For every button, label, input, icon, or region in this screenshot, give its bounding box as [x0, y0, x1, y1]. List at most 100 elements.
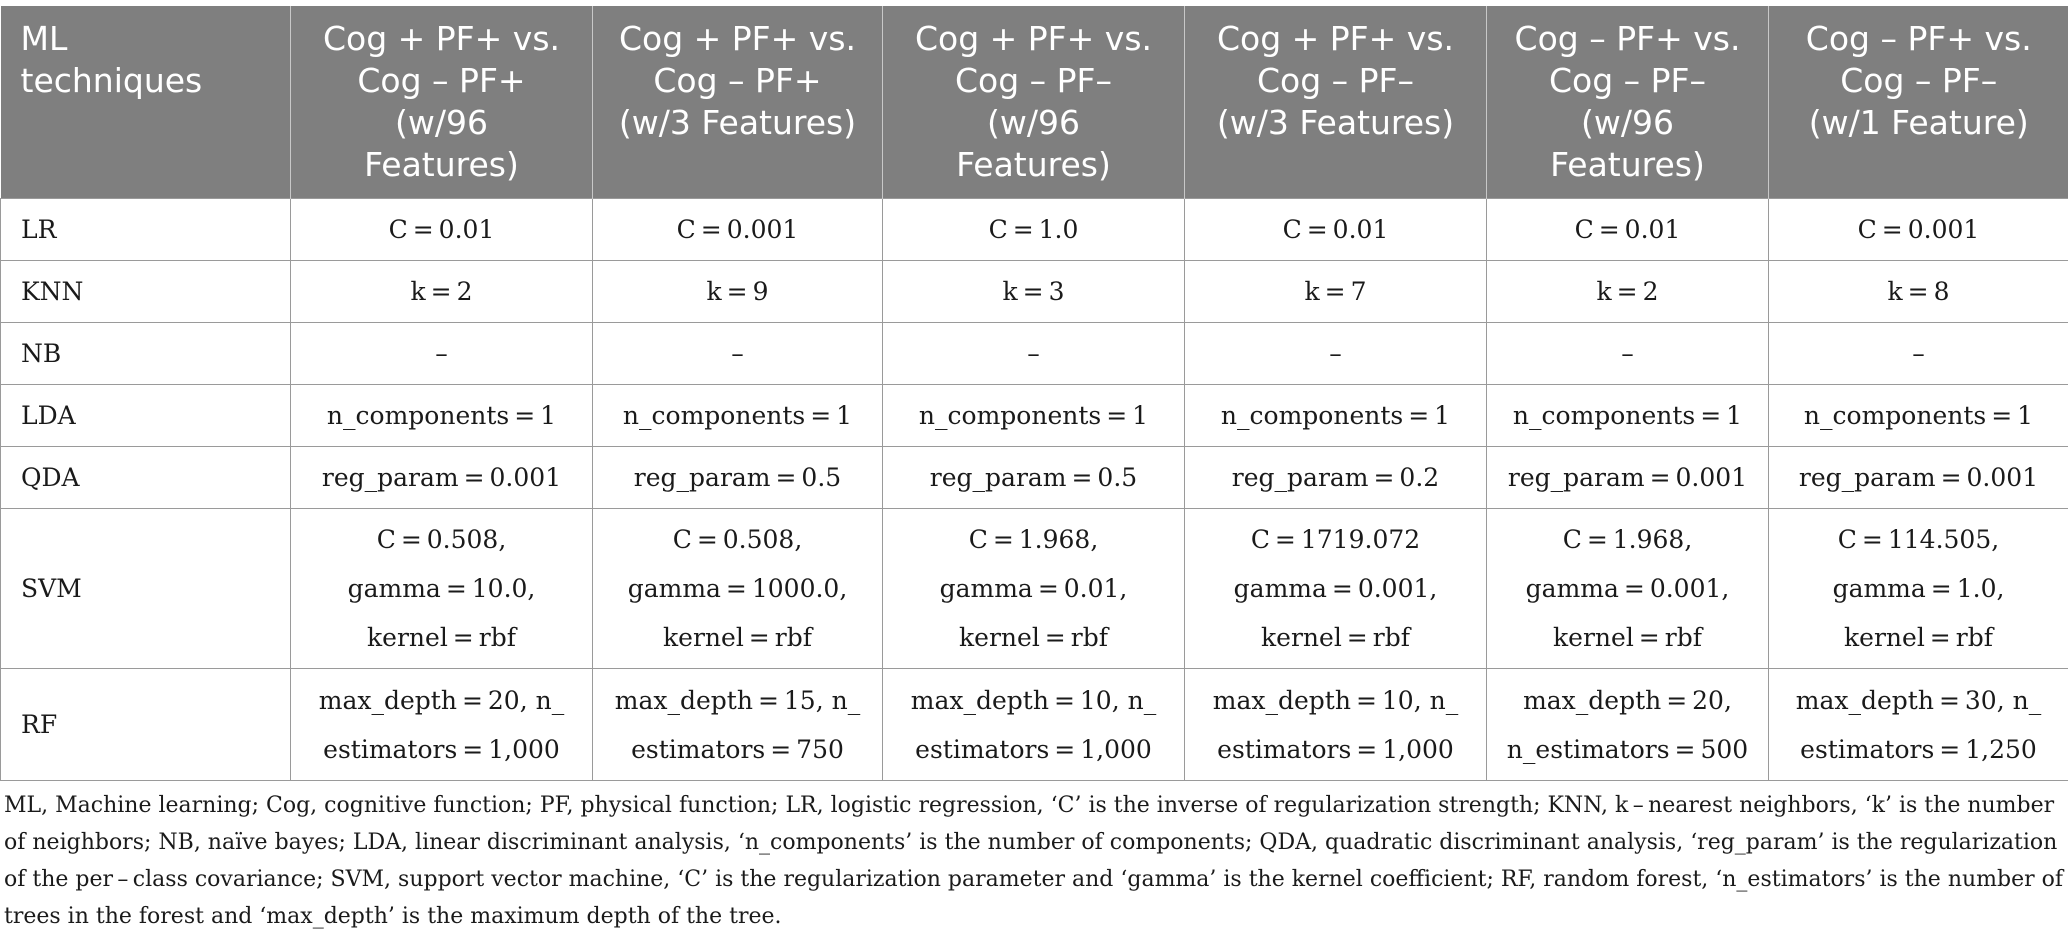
header-line: ML [20, 19, 68, 58]
cell-line: kernel = rbf [1261, 623, 1410, 652]
header-line: Cog – PF+ vs. [1805, 19, 2032, 58]
cell-line: C = 1.0 [988, 215, 1079, 244]
table-row-lr: LR C = 0.01 C = 0.001 C = 1.0 C = 0.01 C = 0.… [0, 198, 2068, 261]
cell-line: reg_param = 0.5 [929, 463, 1138, 492]
hyperparameter-cell: C = 1.0 [882, 198, 1185, 261]
hyperparameter-cell: n_components = 1 [1184, 384, 1487, 447]
header-comparison-5: Cog – PF+ vs. Cog – PF– (w/96 Features) [1486, 6, 1769, 199]
table-body: LR C = 0.01 C = 0.001 C = 1.0 C = 0.01 C = 0.… [0, 198, 2068, 781]
header-line: Cog + PF+ vs. [322, 19, 561, 58]
cell-line: C = 1719.072 [1250, 525, 1421, 554]
cell-line: C = 0.01 [1282, 215, 1389, 244]
hyperparameter-cell: C = 1.968, gamma = 0.01, kernel = rbf [882, 508, 1185, 669]
header-comparison-6: Cog – PF+ vs. Cog – PF– (w/1 Feature) [1768, 6, 2068, 199]
hyperparameter-cell: – [1768, 322, 2068, 385]
hyperparameter-cell: max_depth = 20, n_ estimators = 1,000 [290, 668, 593, 781]
technique-label: NB [0, 322, 291, 385]
header-line: Cog – PF+ vs. [1514, 19, 1741, 58]
cell-line: – [1027, 339, 1040, 368]
hyperparameter-cell: – [882, 322, 1185, 385]
table-row-svm: SVM C = 0.508, gamma = 10.0, kernel = rbf C … [0, 508, 2068, 669]
cell-line: estimators = 750 [631, 734, 844, 764]
cell-line: C = 0.001 [1857, 215, 1980, 244]
hyperparameter-cell: n_components = 1 [592, 384, 883, 447]
cell-line: estimators = 1,250 [1800, 734, 2037, 764]
hyperparameter-cell: C = 0.01 [1184, 198, 1487, 261]
header-comparison-4: Cog + PF+ vs. Cog – PF– (w/3 Features) [1184, 6, 1487, 199]
hyperparameter-cell: reg_param = 0.001 [1486, 446, 1769, 509]
hyperparameter-cell: max_depth = 20, n_estimators = 500 [1486, 668, 1769, 781]
cell-line: max_depth = 30, n_ [1795, 685, 2042, 715]
cell-line: C = 1.968, [968, 525, 1099, 554]
hyperparameter-cell: C = 0.001 [1768, 198, 2068, 261]
technique-label: SVM [0, 508, 291, 669]
hyperparameter-cell: C = 0.01 [290, 198, 593, 261]
header-line: (w/3 Features) [618, 103, 857, 142]
hyperparameter-cell: – [1184, 322, 1487, 385]
cell-line: gamma = 0.001, [1233, 574, 1438, 603]
cell-line: n_components = 1 [622, 401, 853, 430]
header-comparison-1: Cog + PF+ vs. Cog – PF+ (w/96 Features) [290, 6, 593, 199]
header-line: Cog + PF+ vs. [914, 19, 1153, 58]
hyperparameter-cell: k = 7 [1184, 260, 1487, 323]
cell-line: estimators = 1,000 [915, 734, 1152, 764]
cell-line: estimators = 1,000 [1217, 734, 1454, 764]
hyperparameter-cell: k = 2 [1486, 260, 1769, 323]
hyperparameter-cell: n_components = 1 [882, 384, 1185, 447]
hyperparameter-table: ML techniques Cog + PF+ vs. Cog – PF+ (w/96 F… [0, 6, 2068, 781]
hyperparameter-cell: max_depth = 10, n_ estimators = 1,000 [882, 668, 1185, 781]
header-line: (w/1 Feature) [1808, 103, 2029, 142]
cell-line: kernel = rbf [959, 623, 1108, 652]
table-header-row: ML techniques Cog + PF+ vs. Cog – PF+ (w/96 F… [0, 6, 2068, 199]
cell-line: gamma = 1000.0, [627, 574, 848, 603]
technique-label: QDA [0, 446, 291, 509]
header-ml-techniques: ML techniques [0, 6, 291, 199]
hyperparameter-cell: C = 0.01 [1486, 198, 1769, 261]
cell-line: n_components = 1 [1512, 401, 1743, 430]
cell-line: reg_param = 0.2 [1231, 463, 1440, 492]
header-line: Features) [956, 145, 1111, 184]
table-footnote: ML, Machine learning; Cog, cognitive fun… [4, 793, 2064, 929]
header-line: Cog – PF– [954, 61, 1113, 100]
hyperparameter-cell: C = 0.508, gamma = 10.0, kernel = rbf [290, 508, 593, 669]
header-line: Cog + PF+ vs. [618, 19, 857, 58]
hyperparameter-cell: reg_param = 0.001 [290, 446, 593, 509]
technique-label: KNN [0, 260, 291, 323]
cell-line: max_depth = 20, [1523, 685, 1732, 715]
hyperparameter-cell: k = 3 [882, 260, 1185, 323]
cell-line: C = 0.01 [1574, 215, 1681, 244]
cell-line: reg_param = 0.001 [321, 463, 562, 492]
technique-label: LDA [0, 384, 291, 447]
hyperparameter-cell: C = 0.001 [592, 198, 883, 261]
hyperparameter-cell: – [592, 322, 883, 385]
cell-line: reg_param = 0.001 [1798, 463, 2039, 492]
cell-line: C = 0.01 [388, 215, 495, 244]
header-line: Cog + PF+ vs. [1216, 19, 1455, 58]
hyperparameter-cell: max_depth = 10, n_ estimators = 1,000 [1184, 668, 1487, 781]
hyperparameter-cell: k = 9 [592, 260, 883, 323]
hyperparameter-cell: k = 8 [1768, 260, 2068, 323]
cell-line: – [1621, 339, 1634, 368]
table-row-lda: LDA n_components = 1 n_components = 1 n_com… [0, 384, 2068, 447]
hyperparameter-cell: reg_param = 0.2 [1184, 446, 1487, 509]
header-line: (w/96 [395, 103, 488, 142]
table-row-qda: QDA reg_param = 0.001 reg_param = 0.5 reg_p… [0, 446, 2068, 509]
cell-line: reg_param = 0.001 [1507, 463, 1748, 492]
header-comparison-3: Cog + PF+ vs. Cog – PF– (w/96 Features) [882, 6, 1185, 199]
cell-line: gamma = 0.001, [1525, 574, 1730, 603]
hyperparameter-cell: – [290, 322, 593, 385]
hyperparameter-cell: n_components = 1 [1486, 384, 1769, 447]
header-line: Cog – PF+ [357, 61, 526, 100]
header-line: techniques [20, 61, 203, 100]
header-line: (w/96 [1581, 103, 1674, 142]
cell-line: gamma = 1.0, [1832, 574, 2005, 603]
cell-line: k = 3 [1002, 277, 1065, 306]
cell-line: kernel = rbf [1844, 623, 1993, 652]
table-row-knn: KNN k = 2 k = 9 k = 3 k = 7 k = 2 k = 8 [0, 260, 2068, 323]
technique-label: LR [0, 198, 291, 261]
cell-line: kernel = rbf [663, 623, 812, 652]
cell-line: kernel = rbf [367, 623, 516, 652]
cell-line: max_depth = 15, n_ [614, 685, 861, 715]
cell-line: C = 0.508, [376, 525, 507, 554]
cell-line: n_components = 1 [1220, 401, 1451, 430]
